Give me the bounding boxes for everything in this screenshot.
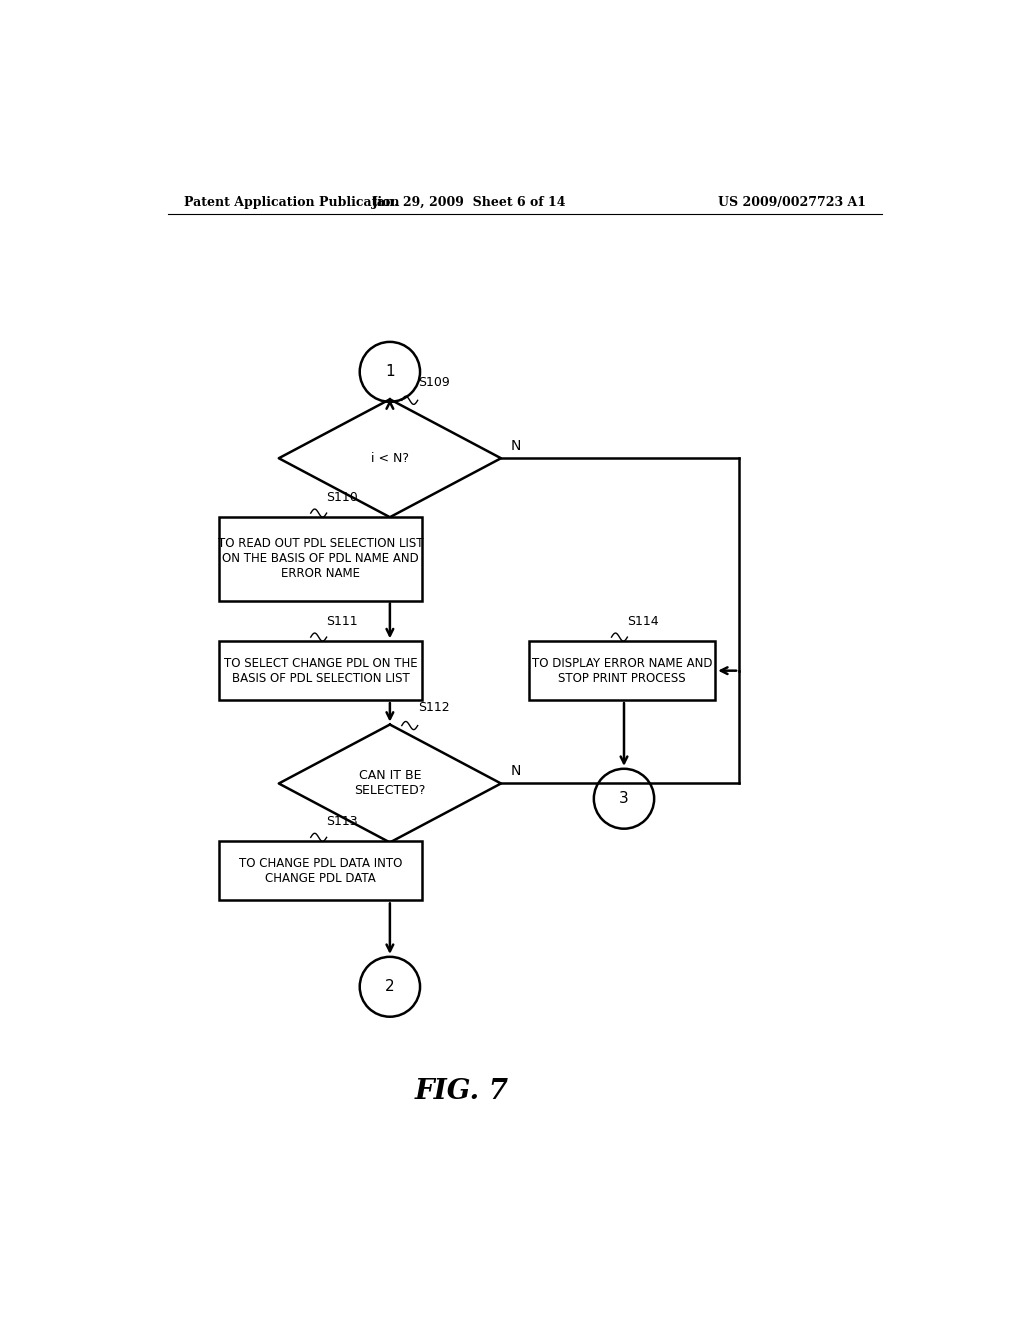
Text: 2: 2 (385, 979, 394, 994)
Text: 1: 1 (385, 364, 394, 379)
Text: i < N?: i < N? (371, 451, 409, 465)
Text: TO CHANGE PDL DATA INTO
CHANGE PDL DATA: TO CHANGE PDL DATA INTO CHANGE PDL DATA (239, 857, 402, 884)
Text: 3: 3 (620, 791, 629, 807)
Text: Y: Y (395, 532, 403, 546)
Text: FIG. 7: FIG. 7 (415, 1078, 508, 1105)
Bar (528, 642, 715, 700)
Bar (219, 517, 422, 601)
Text: S114: S114 (628, 615, 659, 628)
Text: Y: Y (395, 858, 403, 871)
Text: S110: S110 (327, 491, 358, 504)
Text: CAN IT BE
SELECTED?: CAN IT BE SELECTED? (354, 770, 426, 797)
Bar (219, 642, 422, 700)
Text: TO READ OUT PDL SELECTION LIST
ON THE BASIS OF PDL NAME AND
ERROR NAME: TO READ OUT PDL SELECTION LIST ON THE BA… (218, 537, 423, 581)
Text: US 2009/0027723 A1: US 2009/0027723 A1 (718, 195, 866, 209)
Text: N: N (511, 440, 521, 453)
Text: S111: S111 (327, 615, 358, 628)
Text: S112: S112 (418, 701, 450, 714)
Text: S113: S113 (327, 816, 358, 828)
Bar (219, 841, 422, 900)
Text: N: N (511, 764, 521, 779)
Text: Jan. 29, 2009  Sheet 6 of 14: Jan. 29, 2009 Sheet 6 of 14 (372, 195, 566, 209)
Text: Patent Application Publication: Patent Application Publication (183, 195, 399, 209)
Text: TO SELECT CHANGE PDL ON THE
BASIS OF PDL SELECTION LIST: TO SELECT CHANGE PDL ON THE BASIS OF PDL… (223, 656, 417, 685)
Text: TO DISPLAY ERROR NAME AND
STOP PRINT PROCESS: TO DISPLAY ERROR NAME AND STOP PRINT PRO… (531, 656, 713, 685)
Text: S109: S109 (418, 376, 450, 389)
